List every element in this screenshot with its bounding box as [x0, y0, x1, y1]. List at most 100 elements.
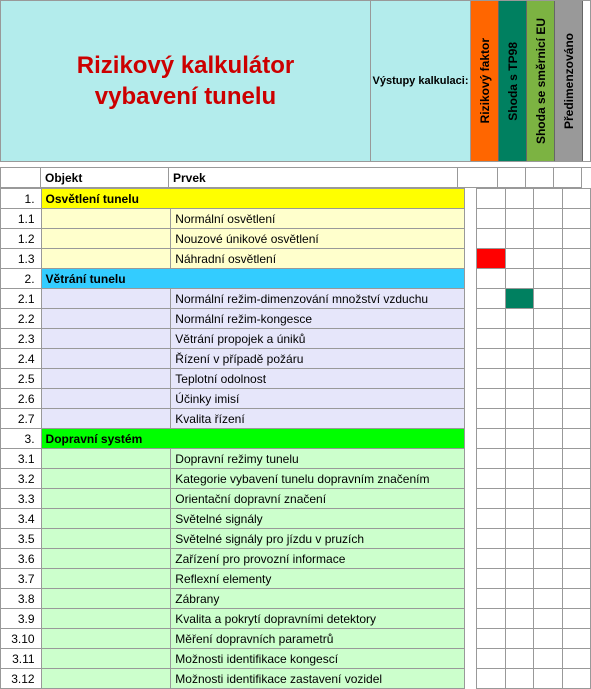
- status-cell[interactable]: [534, 229, 562, 249]
- table-row[interactable]: 3.Dopravní systém: [1, 429, 591, 449]
- table-row[interactable]: 3.9Kvalita a pokrytí dopravními detektor…: [1, 609, 591, 629]
- status-cell[interactable]: [477, 329, 505, 349]
- status-cell[interactable]: [477, 629, 505, 649]
- status-cell[interactable]: [562, 449, 590, 469]
- status-cell[interactable]: [477, 609, 505, 629]
- status-cell[interactable]: [562, 189, 590, 209]
- status-cell[interactable]: [562, 369, 590, 389]
- status-cell[interactable]: [477, 429, 505, 449]
- status-cell[interactable]: [534, 289, 562, 309]
- status-cell[interactable]: [562, 509, 590, 529]
- status-cell[interactable]: [505, 309, 533, 329]
- status-cell[interactable]: [562, 349, 590, 369]
- status-cell[interactable]: [534, 309, 562, 329]
- table-row[interactable]: 3.1Dopravní režimy tunelu: [1, 449, 591, 469]
- status-cell[interactable]: [505, 389, 533, 409]
- status-cell[interactable]: [505, 449, 533, 469]
- status-cell[interactable]: [534, 409, 562, 429]
- status-cell[interactable]: [562, 469, 590, 489]
- status-cell[interactable]: [505, 329, 533, 349]
- table-row[interactable]: 2.4Řízení v případě požáru: [1, 349, 591, 369]
- table-row[interactable]: 3.4Světelné signály: [1, 509, 591, 529]
- status-cell[interactable]: [477, 489, 505, 509]
- status-cell[interactable]: [505, 489, 533, 509]
- status-cell[interactable]: [562, 529, 590, 549]
- status-cell[interactable]: [562, 669, 590, 689]
- status-cell[interactable]: [534, 389, 562, 409]
- status-cell[interactable]: [477, 469, 505, 489]
- table-row[interactable]: 1.Osvětlení tunelu: [1, 189, 591, 209]
- status-cell[interactable]: [477, 269, 505, 289]
- status-cell[interactable]: [562, 249, 590, 269]
- status-cell[interactable]: [534, 649, 562, 669]
- status-cell[interactable]: [505, 529, 533, 549]
- status-cell[interactable]: [477, 589, 505, 609]
- status-cell[interactable]: [562, 609, 590, 629]
- status-cell[interactable]: [477, 189, 505, 209]
- status-cell[interactable]: [534, 669, 562, 689]
- status-cell[interactable]: [562, 329, 590, 349]
- status-cell[interactable]: [505, 269, 533, 289]
- status-cell[interactable]: [562, 549, 590, 569]
- table-row[interactable]: 3.11Možnosti identifikace kongescí: [1, 649, 591, 669]
- status-cell[interactable]: [477, 669, 505, 689]
- status-cell[interactable]: [477, 549, 505, 569]
- status-cell[interactable]: [534, 329, 562, 349]
- table-row[interactable]: 3.8Zábrany: [1, 589, 591, 609]
- status-cell[interactable]: [505, 289, 533, 309]
- table-row[interactable]: 1.3Náhradní osvětlení: [1, 249, 591, 269]
- table-row[interactable]: 2.5Teplotní odolnost: [1, 369, 591, 389]
- table-row[interactable]: 1.2Nouzové únikové osvětlení: [1, 229, 591, 249]
- table-row[interactable]: 2.Větrání tunelu: [1, 269, 591, 289]
- status-cell[interactable]: [477, 369, 505, 389]
- status-cell[interactable]: [534, 249, 562, 269]
- status-cell[interactable]: [562, 389, 590, 409]
- status-cell[interactable]: [505, 649, 533, 669]
- status-cell[interactable]: [477, 569, 505, 589]
- table-row[interactable]: 2.1Normální režim-dimenzování množství v…: [1, 289, 591, 309]
- status-cell[interactable]: [534, 629, 562, 649]
- status-cell[interactable]: [505, 669, 533, 689]
- status-cell[interactable]: [505, 369, 533, 389]
- status-cell[interactable]: [477, 349, 505, 369]
- status-cell[interactable]: [477, 449, 505, 469]
- status-cell[interactable]: [562, 309, 590, 329]
- status-cell[interactable]: [477, 649, 505, 669]
- status-cell[interactable]: [534, 429, 562, 449]
- status-cell[interactable]: [477, 289, 505, 309]
- status-cell[interactable]: [477, 389, 505, 409]
- status-cell[interactable]: [534, 549, 562, 569]
- status-cell[interactable]: [505, 609, 533, 629]
- status-cell[interactable]: [505, 589, 533, 609]
- status-cell[interactable]: [505, 409, 533, 429]
- status-cell[interactable]: [477, 409, 505, 429]
- status-cell[interactable]: [505, 549, 533, 569]
- status-cell[interactable]: [534, 489, 562, 509]
- status-cell[interactable]: [562, 429, 590, 449]
- status-cell[interactable]: [505, 189, 533, 209]
- status-cell[interactable]: [505, 569, 533, 589]
- table-row[interactable]: 3.2Kategorie vybavení tunelu dopravním z…: [1, 469, 591, 489]
- status-cell[interactable]: [505, 209, 533, 229]
- status-cell[interactable]: [562, 629, 590, 649]
- status-cell[interactable]: [477, 209, 505, 229]
- status-cell[interactable]: [505, 349, 533, 369]
- table-row[interactable]: 3.12Možnosti identifikace zastavení vozi…: [1, 669, 591, 689]
- status-cell[interactable]: [505, 629, 533, 649]
- table-row[interactable]: 2.7Kvalita řízení: [1, 409, 591, 429]
- status-cell[interactable]: [562, 589, 590, 609]
- status-cell[interactable]: [505, 509, 533, 529]
- table-row[interactable]: 1.1Normální osvětlení: [1, 209, 591, 229]
- status-cell[interactable]: [534, 189, 562, 209]
- status-cell[interactable]: [562, 569, 590, 589]
- status-cell[interactable]: [534, 509, 562, 529]
- table-row[interactable]: 3.3Orientační dopravní značení: [1, 489, 591, 509]
- status-cell[interactable]: [562, 649, 590, 669]
- status-cell[interactable]: [534, 469, 562, 489]
- status-cell[interactable]: [534, 269, 562, 289]
- status-cell[interactable]: [534, 569, 562, 589]
- status-cell[interactable]: [505, 229, 533, 249]
- table-row[interactable]: 2.3Větrání propojek a úniků: [1, 329, 591, 349]
- status-cell[interactable]: [505, 249, 533, 269]
- status-cell[interactable]: [562, 289, 590, 309]
